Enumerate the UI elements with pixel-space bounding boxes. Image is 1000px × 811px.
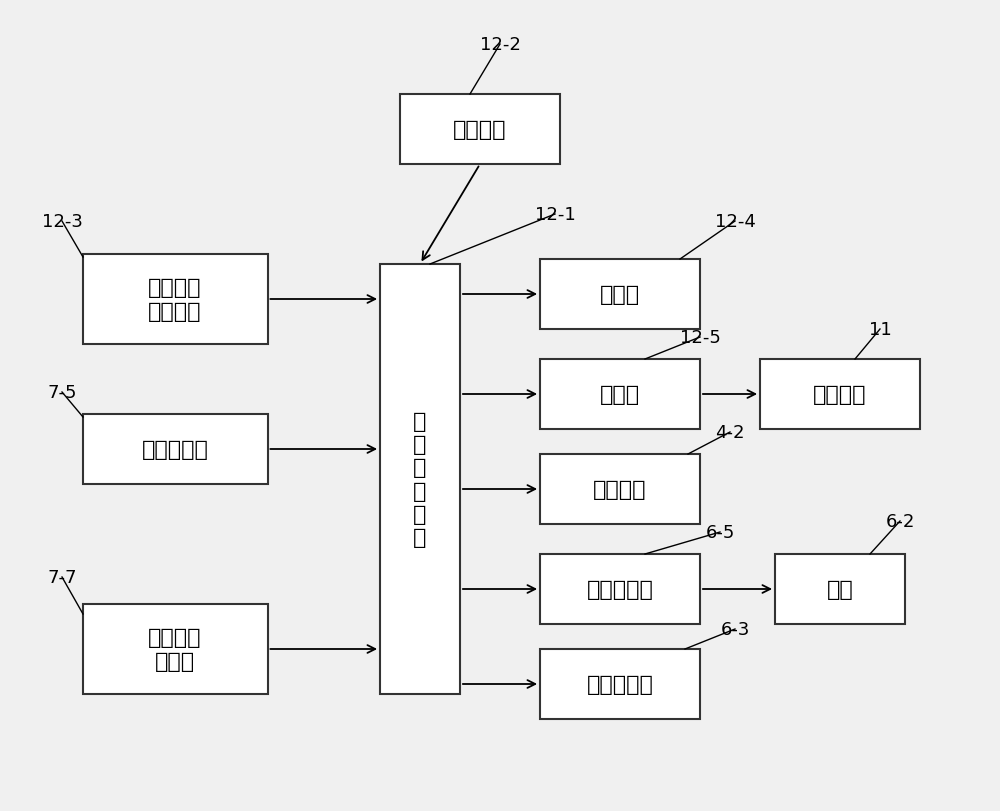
Text: 显示屏: 显示屏 (600, 285, 640, 305)
Text: 伺服电机: 伺服电机 (593, 479, 647, 500)
Text: 7-7: 7-7 (47, 569, 77, 586)
Text: 12-2: 12-2 (480, 36, 520, 54)
Text: 12-4: 12-4 (715, 212, 755, 230)
Text: 电源模块: 电源模块 (453, 120, 507, 139)
Bar (775, 554, 905, 624)
Text: 7-5: 7-5 (47, 384, 77, 401)
Bar (380, 264, 460, 694)
Text: 电磁换向阀: 电磁换向阀 (587, 579, 653, 599)
Text: 6-5: 6-5 (705, 523, 735, 541)
Bar (400, 95, 560, 165)
Bar (82, 604, 268, 694)
Text: 6-3: 6-3 (720, 620, 750, 638)
Text: 主
控
制
器
模
块: 主 控 制 器 模 块 (413, 411, 427, 547)
Text: 6-2: 6-2 (885, 513, 915, 530)
Text: 12-3: 12-3 (42, 212, 82, 230)
Bar (540, 454, 700, 525)
Bar (540, 260, 700, 329)
Text: 气缸: 气缸 (827, 579, 853, 599)
Bar (540, 359, 700, 430)
Text: 变频电机: 变频电机 (813, 384, 867, 405)
Text: 4-2: 4-2 (715, 423, 745, 441)
Bar (540, 649, 700, 719)
Text: 参数设置
电路模块: 参数设置 电路模块 (148, 278, 202, 321)
Text: 红外接收
传感器: 红外接收 传感器 (148, 628, 202, 671)
Text: 12-1: 12-1 (535, 206, 575, 224)
Text: 切割轮电机: 切割轮电机 (587, 674, 653, 694)
Bar (82, 255, 268, 345)
Text: 12-5: 12-5 (680, 328, 720, 346)
Text: 压力传感器: 压力传感器 (142, 440, 208, 460)
Bar (82, 414, 268, 484)
Text: 变频器: 变频器 (600, 384, 640, 405)
Bar (760, 359, 920, 430)
Bar (540, 554, 700, 624)
Text: 11: 11 (869, 320, 891, 338)
